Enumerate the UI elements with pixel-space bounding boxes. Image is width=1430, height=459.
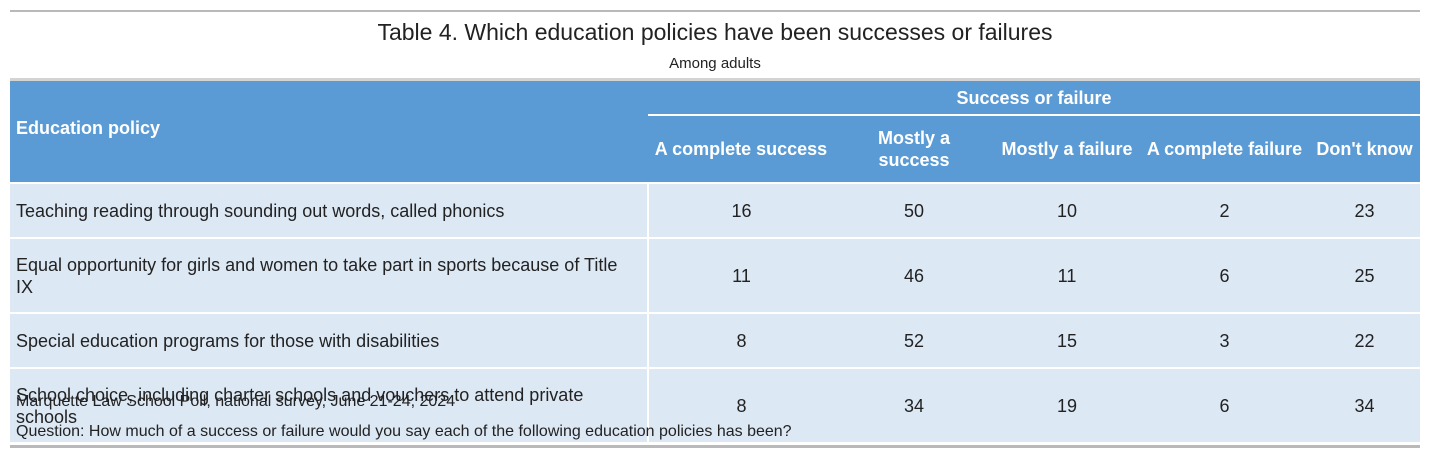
policy-cell: Teaching reading through sounding out wo…: [10, 182, 649, 238]
value-cell-mostly-failure: 19: [994, 367, 1140, 444]
policy-cell: Equal opportunity for girls and women to…: [10, 237, 649, 313]
column-header-label: A complete failure: [1146, 139, 1303, 159]
value-cell-complete-failure: 2: [1140, 182, 1309, 238]
column-header-label: Mostly a failure: [1001, 139, 1133, 159]
value-cell-complete-success: 8: [648, 312, 834, 368]
policy-column-header-label: Education policy: [16, 117, 161, 138]
value-cell-mostly-success: 52: [834, 312, 994, 368]
value-cell-mostly-failure: 11: [994, 237, 1140, 313]
header-group-row: Education policy Success or failure: [10, 81, 1420, 183]
value-cell-mostly-success: 50: [834, 182, 994, 238]
policy-cell: Special education programs for those wit…: [10, 312, 649, 368]
policy-column-header: Education policy: [10, 81, 648, 183]
policy-cell: School choice, including charter schools…: [10, 367, 649, 444]
top-rule: [10, 10, 1420, 12]
value-cell-complete-failure: 3: [1140, 312, 1309, 368]
value-cell-mostly-failure: 15: [994, 312, 1140, 368]
column-header-dont-know: Don't know: [1309, 115, 1420, 183]
question-note: Question: How much of a success or failu…: [16, 423, 792, 440]
table-row: Teaching reading through sounding out wo…: [10, 182, 1420, 238]
bottom-rule: [10, 445, 1420, 448]
table-header: Education policy Success or failure A co…: [10, 81, 1420, 183]
column-header-label: Mostly a success: [877, 128, 951, 170]
group-header-label: Success or failure: [956, 87, 1112, 108]
table-row: Equal opportunity for girls and women to…: [10, 237, 1420, 313]
table-title: Table 4. Which education policies have b…: [377, 19, 1053, 45]
column-header-complete-failure: A complete failure: [1140, 115, 1309, 183]
value-cell-mostly-failure: 10: [994, 182, 1140, 238]
value-cell-dont-know: 34: [1309, 367, 1420, 444]
value-cell-dont-know: 22: [1309, 312, 1420, 368]
value-cell-complete-success: 11: [648, 237, 834, 313]
value-cell-dont-know: 25: [1309, 237, 1420, 313]
table-body: Teaching reading through sounding out wo…: [10, 182, 1420, 444]
header-column-row: A complete success Mostly a success Most…: [10, 115, 1420, 183]
value-cell-dont-know: 23: [1309, 182, 1420, 238]
value-cell-complete-success: 8: [648, 367, 834, 444]
column-header-label: Don't know: [1316, 139, 1413, 159]
source-note: Marquette Law School Poll, national surv…: [16, 393, 456, 410]
value-cell-complete-failure: 6: [1140, 237, 1309, 313]
table-subtitle: Among adults: [669, 55, 761, 72]
column-header-mostly-failure: Mostly a failure: [994, 115, 1140, 183]
subtitle-rule: [10, 78, 1420, 81]
column-header-mostly-success: Mostly a success: [834, 115, 994, 183]
success-or-failure-group-header: Success or failure: [648, 81, 1420, 116]
education-policy-table: Education policy Success or failure A co…: [10, 81, 1420, 444]
value-cell-mostly-success: 34: [834, 367, 994, 444]
table-row: Special education programs for those wit…: [10, 312, 1420, 368]
value-cell-complete-success: 16: [648, 182, 834, 238]
value-cell-mostly-success: 46: [834, 237, 994, 313]
column-header-complete-success: A complete success: [648, 115, 834, 183]
table-row: School choice, including charter schools…: [10, 367, 1420, 444]
column-header-label: A complete success: [654, 139, 828, 159]
value-cell-complete-failure: 6: [1140, 367, 1309, 444]
